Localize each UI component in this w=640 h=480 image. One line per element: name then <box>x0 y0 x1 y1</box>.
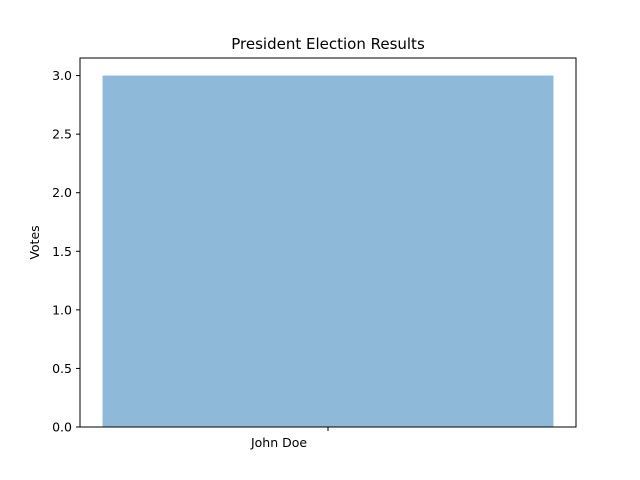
y-tick-label: 1.0 <box>52 302 72 317</box>
y-tick-label: 1.5 <box>52 244 72 259</box>
y-axis-label: Votes <box>27 225 42 259</box>
y-tick-label: 0.0 <box>52 420 72 435</box>
y-tick-label: 2.5 <box>52 127 72 142</box>
y-tick-label: 2.0 <box>52 185 72 200</box>
bars-layer <box>102 75 554 428</box>
x-tick-label: John Doe <box>250 435 307 450</box>
y-tick-label: 0.5 <box>52 361 72 376</box>
y-tick-label: 3.0 <box>52 68 72 83</box>
chart-title: President Election Results <box>231 35 425 53</box>
bar-john-doe <box>102 75 554 428</box>
y-axis: 0.0 0.5 1.0 1.5 2.0 2.5 3.0 <box>52 68 80 435</box>
x-axis: John Doe <box>250 427 329 450</box>
